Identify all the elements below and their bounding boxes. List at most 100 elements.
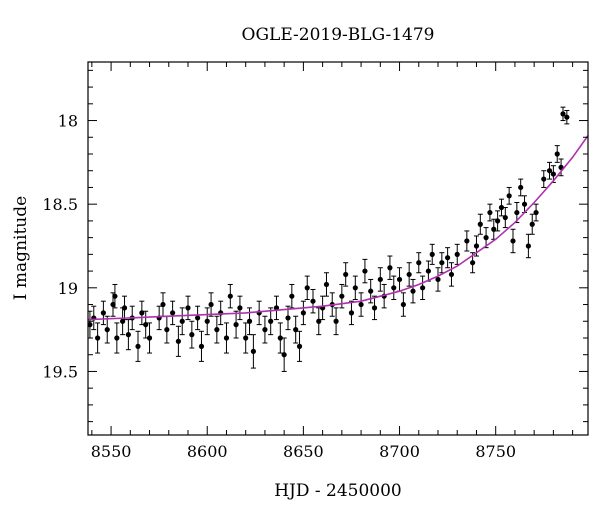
data-marker (358, 301, 364, 308)
data-point (521, 195, 528, 214)
data-point (510, 228, 516, 254)
data-marker (368, 288, 374, 294)
data-layer (88, 106, 588, 372)
data-point (104, 315, 110, 344)
data-point (564, 110, 570, 125)
data-marker (146, 335, 153, 341)
data-marker (185, 305, 191, 311)
data-point (387, 255, 393, 280)
x-axis-label: HJD - 2450000 (274, 481, 402, 501)
data-marker (425, 268, 431, 274)
data-marker (371, 305, 378, 311)
data-point (112, 283, 118, 309)
data-point (554, 145, 560, 163)
data-marker (560, 111, 566, 117)
data-marker (514, 209, 520, 216)
data-marker (416, 260, 422, 266)
data-point (204, 307, 210, 336)
data-marker (554, 151, 560, 157)
data-marker (214, 327, 220, 333)
data-point (445, 247, 451, 269)
data-marker (439, 260, 445, 266)
data-point (396, 267, 403, 292)
data-point (114, 322, 120, 354)
data-marker (396, 276, 403, 283)
data-point (464, 230, 470, 252)
data-marker (491, 226, 497, 232)
data-point (400, 292, 406, 317)
data-marker (495, 218, 501, 224)
chart-title: OGLE-2019-BLG-1479 (242, 25, 435, 45)
data-point (439, 252, 445, 274)
data-point (435, 267, 441, 292)
data-point (100, 300, 106, 326)
data-marker (348, 310, 355, 316)
data-point (454, 243, 460, 265)
data-point (95, 322, 101, 354)
data-point (541, 170, 547, 188)
data-marker (454, 251, 460, 257)
data-point (189, 320, 195, 349)
data-point (487, 203, 493, 222)
data-marker (377, 276, 383, 283)
data-marker (391, 285, 397, 291)
data-marker (237, 305, 243, 311)
data-marker (223, 335, 230, 341)
data-point (195, 305, 201, 331)
data-marker (502, 214, 508, 221)
data-point (420, 275, 426, 301)
data-point (233, 310, 239, 339)
data-marker (104, 327, 110, 333)
data-point (156, 305, 162, 331)
data-point (391, 275, 397, 301)
data-marker (114, 335, 120, 341)
data-marker (170, 310, 176, 316)
data-point (533, 203, 539, 222)
data-point (262, 315, 268, 344)
data-marker (550, 171, 556, 177)
x-tick-label: 8650 (283, 442, 324, 461)
data-marker (246, 318, 253, 324)
data-marker (208, 301, 214, 308)
data-marker (304, 285, 310, 291)
data-marker (362, 268, 368, 274)
data-point (256, 300, 262, 326)
data-marker (160, 301, 166, 308)
data-marker (518, 184, 524, 191)
data-point (293, 315, 299, 344)
y-axis-label: I magnitude (11, 196, 31, 300)
data-point (362, 258, 368, 284)
data-marker (233, 322, 239, 328)
data-point (448, 262, 455, 287)
data-point (143, 310, 149, 339)
data-point (506, 186, 512, 205)
data-point (223, 322, 230, 354)
data-point (243, 322, 249, 354)
data-marker (343, 271, 349, 278)
data-marker (204, 318, 210, 324)
y-tick-label: 18 (58, 112, 78, 131)
data-marker (339, 293, 345, 299)
data-marker (529, 221, 535, 227)
data-marker (289, 293, 295, 299)
data-point (320, 295, 326, 321)
data-marker (420, 285, 426, 291)
data-marker (487, 209, 493, 216)
data-point (175, 325, 181, 357)
data-marker (95, 335, 101, 341)
data-marker (541, 176, 547, 182)
data-marker (352, 285, 358, 291)
data-point (498, 198, 505, 217)
data-point (518, 178, 524, 197)
data-point (273, 295, 280, 321)
data-marker (179, 318, 185, 324)
data-marker (198, 343, 205, 349)
data-marker (410, 288, 416, 294)
data-point (502, 207, 508, 229)
data-point (289, 283, 295, 309)
data-marker (470, 260, 476, 266)
data-marker (189, 332, 195, 338)
y-tick-labels: 18 18.5 19 19.5 (42, 112, 78, 382)
axis-ticks (88, 62, 588, 435)
data-point (483, 227, 489, 249)
